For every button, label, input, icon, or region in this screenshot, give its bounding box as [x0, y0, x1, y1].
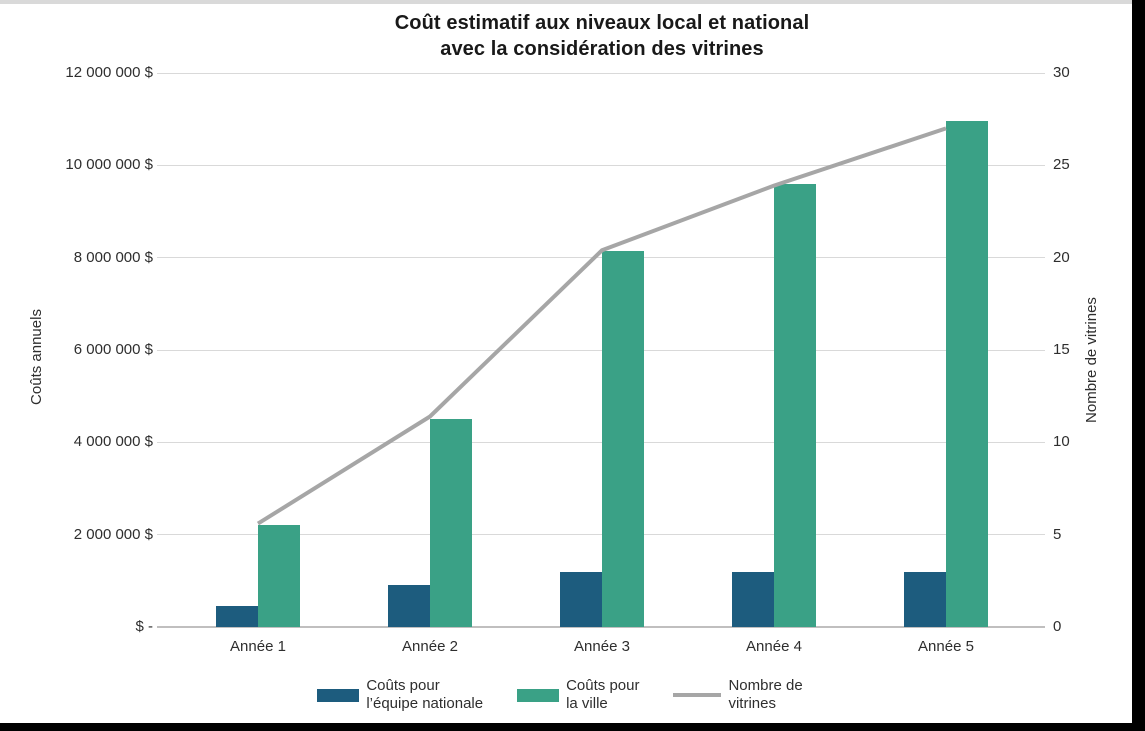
chart-title-line1: Coût estimatif aux niveaux local et nati…	[394, 12, 810, 34]
left-axis-tick: $ -	[135, 618, 153, 635]
bar-ville	[946, 121, 988, 627]
legend-label: Nombre de vitrines	[728, 677, 803, 712]
right-axis-tick: 30	[1053, 64, 1070, 81]
legend: Coûts pour l’équipe nationale Coûts pour …	[60, 672, 1060, 718]
right-axis-tick: 25	[1053, 156, 1070, 174]
right-axis-tick: 10	[1053, 433, 1070, 451]
legend-label: Coûts pour la ville	[566, 677, 640, 712]
gridline	[157, 626, 1045, 628]
legend-swatch-line	[673, 693, 722, 697]
bar-ville	[602, 250, 644, 627]
gridline	[157, 257, 1045, 259]
x-axis-label: Année 3	[574, 638, 630, 655]
bar-equipe-nationale	[560, 571, 602, 627]
right-frame	[1132, 0, 1145, 731]
x-axis-label: Année 2	[402, 638, 458, 655]
x-axis-label: Année 1	[230, 638, 286, 655]
bar-ville	[258, 525, 300, 627]
top-strip	[0, 0, 1145, 4]
gridline	[157, 441, 1045, 443]
gridline	[157, 349, 1045, 351]
legend-swatch-rect	[317, 688, 360, 702]
bar-equipe-nationale	[732, 571, 774, 627]
bar-ville	[430, 419, 472, 627]
x-axis-label: Année 5	[918, 638, 974, 655]
right-axis-tick: 5	[1053, 525, 1062, 543]
right-axis-tick: 20	[1053, 248, 1070, 266]
gridline	[157, 72, 1045, 74]
bottom-frame	[0, 723, 1145, 731]
gridline	[157, 164, 1045, 166]
left-axis-tick: 12 000 000 $	[65, 64, 153, 81]
left-axis-tick: 4 000 000 $	[73, 433, 153, 451]
vitrines-line	[256, 126, 947, 526]
chart-title: Coût estimatif aux niveaux local et nati…	[172, 10, 1032, 63]
bar-equipe-nationale	[904, 571, 946, 627]
legend-item-2: Nombre de vitrines	[673, 677, 803, 712]
left-axis-tick: 6 000 000 $	[73, 341, 153, 358]
bar-equipe-nationale	[216, 606, 258, 627]
x-axis-label: Année 4	[746, 638, 802, 655]
legend-item-0: Coûts pour l’équipe nationale	[317, 677, 483, 712]
right-axis-tick: 15	[1053, 341, 1070, 358]
gridline	[157, 534, 1045, 536]
bar-equipe-nationale	[388, 584, 430, 627]
chart-title-line2: avec la considération des vitrines	[440, 38, 764, 61]
legend-swatch-rect	[517, 688, 560, 702]
left-axis-tick: 10 000 000 $	[65, 156, 153, 174]
right-axis-tick: 0	[1053, 618, 1062, 635]
legend-item-1: Coûts pour la ville	[517, 677, 639, 712]
legend-label: Coûts pour l’équipe nationale	[366, 677, 484, 712]
bar-ville	[774, 183, 816, 627]
left-axis-tick: 8 000 000 $	[73, 248, 153, 266]
left-axis-tick: 2 000 000 $	[73, 525, 153, 543]
